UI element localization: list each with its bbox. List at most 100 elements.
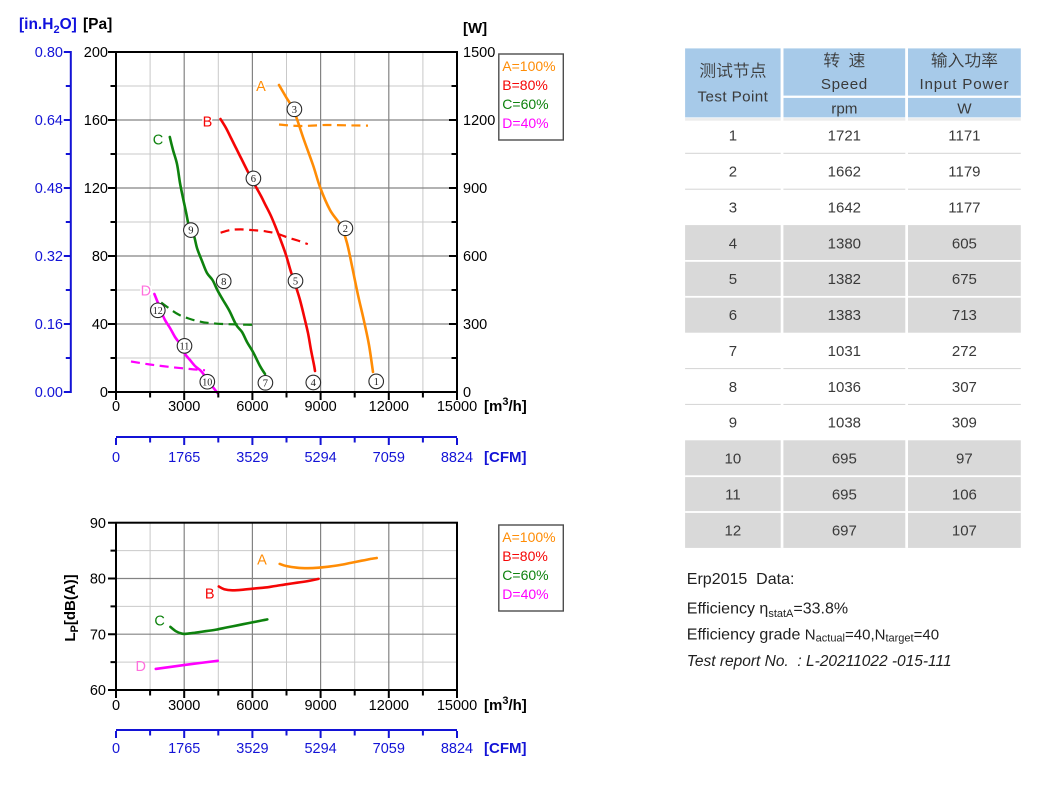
svg-text:307: 307 [952,379,977,396]
svg-text:160: 160 [84,113,108,129]
svg-text:1036: 1036 [828,379,861,396]
svg-text:12: 12 [153,306,163,317]
svg-text:7059: 7059 [373,741,405,757]
svg-text:D: D [136,659,146,675]
svg-text:6000: 6000 [236,399,268,415]
svg-text:15000: 15000 [437,698,477,714]
svg-text:3529: 3529 [236,741,268,757]
svg-text:Test report No. : L-20211022: Test report No. : L-20211022 -015-111 [687,653,952,670]
svg-text:11: 11 [180,342,190,353]
svg-text:Erp2015 Data:: Erp2015 Data: [687,571,795,588]
svg-text:[m3/h]: [m3/h] [484,396,527,415]
svg-text:10: 10 [725,451,742,468]
svg-text:C=60%: C=60% [502,567,548,583]
svg-text:0: 0 [100,385,108,401]
svg-text:8: 8 [729,379,737,396]
svg-text:D=40%: D=40% [502,115,548,131]
svg-text:1383: 1383 [828,307,861,324]
svg-text:0.64: 0.64 [35,113,63,129]
svg-text:0.00: 0.00 [35,385,63,401]
svg-text:A: A [257,553,267,569]
svg-text:[Pa]: [Pa] [83,16,112,33]
svg-text:LP[dB(A)]: LP[dB(A)] [62,574,81,641]
svg-text:309: 309 [952,415,977,432]
svg-text:80: 80 [92,249,108,265]
svg-text:90: 90 [90,516,106,532]
svg-text:Efficiency grade Nactual=40,Nt: Efficiency grade Nactual=40,Ntarget=40 [687,626,939,644]
svg-text:0: 0 [112,450,120,466]
svg-text:W: W [957,101,972,118]
svg-text:1031: 1031 [828,343,861,360]
svg-text:1500: 1500 [463,45,495,61]
svg-text:7059: 7059 [373,450,405,466]
svg-text:B=80%: B=80% [502,77,548,93]
svg-text:2: 2 [343,224,348,235]
svg-text:1: 1 [729,128,737,145]
svg-text:0.32: 0.32 [35,249,63,265]
svg-text:12000: 12000 [369,399,409,415]
svg-text:40: 40 [92,317,108,333]
svg-text:3529: 3529 [236,450,268,466]
svg-text:695: 695 [832,486,857,503]
svg-text:1765: 1765 [168,450,200,466]
svg-text:Speed: Speed [821,76,868,93]
svg-text:12: 12 [725,522,742,539]
svg-text:3: 3 [729,199,737,216]
svg-text:[W]: [W] [463,20,487,37]
svg-text:1171: 1171 [948,128,980,145]
svg-text:600: 600 [463,249,487,265]
svg-text:Input Power: Input Power [919,76,1009,93]
svg-text:697: 697 [832,522,857,539]
svg-text:[in.H2O]: [in.H2O] [19,16,77,36]
svg-text:9: 9 [729,415,737,432]
svg-text:1: 1 [374,377,379,388]
svg-text:2: 2 [729,164,737,181]
svg-text:6: 6 [729,307,737,324]
svg-text:106: 106 [952,486,977,503]
svg-text:272: 272 [952,343,977,360]
svg-text:A=100%: A=100% [502,529,555,545]
svg-text:[CFM]: [CFM] [484,740,526,757]
svg-text:9000: 9000 [304,698,336,714]
svg-text:713: 713 [952,307,977,324]
svg-text:107: 107 [952,522,977,539]
svg-text:4: 4 [729,235,737,252]
svg-text:97: 97 [956,451,973,468]
svg-text:8824: 8824 [441,741,473,757]
svg-text:1038: 1038 [828,415,861,432]
svg-text:4: 4 [311,378,317,389]
svg-text:8: 8 [221,277,226,288]
svg-text:695: 695 [832,451,857,468]
svg-text:900: 900 [463,181,487,197]
svg-text:1177: 1177 [948,199,980,216]
svg-text:Efficiency ηstatA=33.8%: Efficiency ηstatA=33.8% [687,600,848,620]
svg-text:5: 5 [729,271,737,288]
svg-text:80: 80 [90,572,106,588]
svg-text:1765: 1765 [168,741,200,757]
svg-text:7: 7 [729,343,737,360]
svg-text:6: 6 [251,174,256,185]
svg-text:10: 10 [202,377,212,388]
svg-text:9000: 9000 [304,399,336,415]
svg-text:[m3/h]: [m3/h] [484,695,527,714]
svg-text:C=60%: C=60% [502,96,548,112]
svg-text:15000: 15000 [437,399,477,415]
svg-text:0: 0 [463,385,471,401]
svg-text:300: 300 [463,317,487,333]
svg-text:120: 120 [84,181,108,197]
svg-text:0: 0 [112,741,120,757]
svg-text:8824: 8824 [441,450,473,466]
svg-text:7: 7 [263,378,268,389]
svg-text:1380: 1380 [828,235,861,252]
svg-text:C: C [153,133,163,149]
svg-text:1200: 1200 [463,113,495,129]
svg-text:[CFM]: [CFM] [484,449,526,466]
svg-text:70: 70 [90,627,106,643]
svg-text:B: B [203,115,213,131]
svg-text:A: A [256,79,266,95]
svg-text:0: 0 [112,698,120,714]
svg-text:3000: 3000 [168,698,200,714]
svg-text:6000: 6000 [236,698,268,714]
svg-text:675: 675 [952,271,977,288]
svg-text:5294: 5294 [304,450,336,466]
